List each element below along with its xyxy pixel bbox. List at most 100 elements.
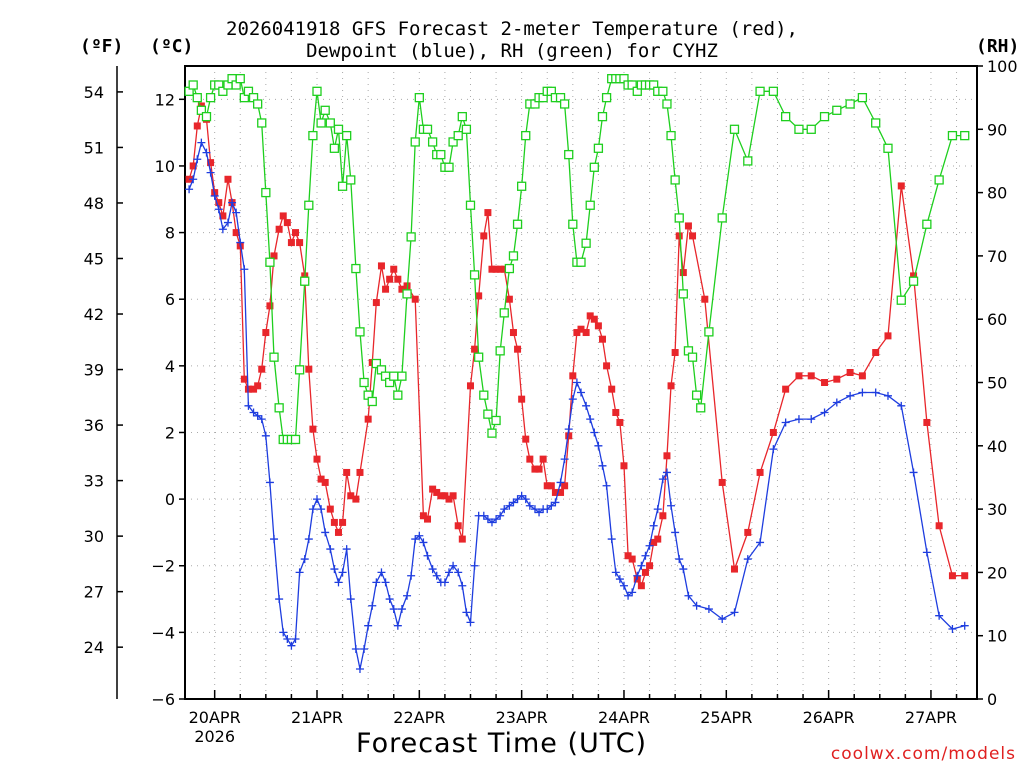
rh-point [337,181,348,191]
temperature-point [650,538,658,546]
dewpoint-point [807,415,816,424]
temperature-point [858,372,866,380]
rh-tick-label: 60 [987,310,1007,329]
temperature-point [557,488,565,496]
dewpoint-point [419,538,428,547]
temperature-point [598,335,606,343]
rh-point [564,149,574,160]
rh-point [947,130,958,141]
rh-point [389,371,399,381]
temperature-point [258,365,266,373]
f-tick-label: 24 [84,638,104,657]
rh-point [666,130,676,141]
temperature-point [659,512,667,520]
rh-point [265,257,275,267]
x-tick-label: 27APR [905,708,957,727]
rh-point [495,346,505,356]
temperature-point [275,225,283,233]
rh-tick-label: 70 [987,247,1007,266]
temperature-point [897,182,905,190]
dewpoint-point [206,168,215,177]
dewpoint-point [543,505,552,514]
temperature-point [923,418,931,426]
rh-point [422,124,433,134]
dewpoint-point [619,581,628,590]
dewpoint-point [261,431,270,440]
rh-point [393,390,403,400]
dewpoint-point [684,591,693,600]
dewpoint-point [935,611,944,620]
f-tick-label: 42 [84,305,104,324]
f-tick-label: 51 [84,138,104,157]
dewpoint-point [667,501,676,510]
rh-point [662,99,672,109]
series-rh [184,74,970,445]
rh-point [521,130,531,141]
temperature-point [317,475,325,483]
dewpoint-point [381,578,390,587]
temperature-point [514,345,522,353]
rh-point [781,111,791,122]
rh-tick-label: 50 [987,374,1007,393]
temperature-point [398,285,406,293]
rh-point [269,352,279,362]
dewpoint-point [397,605,406,614]
temperature-point [250,385,258,393]
dewpoint-point [832,398,841,407]
rh-point [427,137,438,147]
temperature-point [377,262,385,270]
temperature-point [305,365,313,373]
x-tick-sublabel: 2026 [194,727,235,746]
rh-point [512,219,523,229]
dewpoint-point [479,511,488,520]
dewpoint-point [577,388,585,397]
rh-point [674,213,684,223]
dewpoint-point [615,575,624,584]
dewpoint-point [346,595,355,604]
rh-point [304,200,314,210]
dewpoint-point [513,495,522,504]
dewpoint-point [197,138,206,147]
c-tick-label: 12 [155,90,175,109]
temperature-point [347,492,355,500]
temperature-point [266,302,274,310]
rh-point [444,162,454,172]
chart-title-line1: 2026041918 GFS Forecast 2-meter Temperat… [226,18,798,40]
dewpoint-point [214,205,223,214]
c-tick-label: 10 [155,157,175,176]
dewpoint-point [769,445,778,454]
dewpoint-point [283,635,292,644]
rh-point [261,187,271,198]
temperature-point [505,295,513,303]
dewpoint-point [628,588,637,597]
c-tick-label: 8 [165,224,175,243]
temperature-point [185,175,193,183]
series-temperature [185,102,969,590]
temperature-point [411,295,419,303]
rh-point [696,403,706,413]
c-tick-label: 2 [165,423,175,442]
temperature-point [782,385,790,393]
dewpoint-point [338,568,347,577]
rh-point [597,111,608,122]
temperature-point [821,379,829,386]
dewpoint-point [377,568,386,577]
dewpoint-point [334,578,343,587]
dewpoint-point [253,411,262,420]
temperature-point [292,229,300,237]
rh-point [658,86,668,96]
rh-point [857,93,868,103]
dewpoint-point [462,608,471,617]
rh-point [487,428,497,438]
rh-point [300,276,310,286]
temperature-point [496,265,504,273]
temperature-point [718,478,726,486]
dewpoint-point [718,615,727,624]
rh-point [371,358,381,369]
temperature-point [594,322,602,330]
dewpoint-point [662,468,671,477]
fahrenheit-axis-label: (ºF) [80,36,124,57]
temperature-point [283,219,291,227]
rh-point [235,74,245,84]
